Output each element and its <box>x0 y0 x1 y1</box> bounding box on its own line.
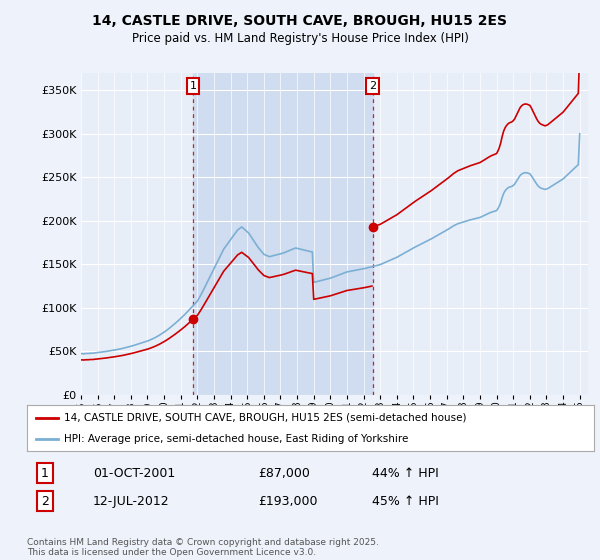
Text: 1: 1 <box>41 466 49 480</box>
Text: HPI: Average price, semi-detached house, East Riding of Yorkshire: HPI: Average price, semi-detached house,… <box>64 435 408 444</box>
Text: £87,000: £87,000 <box>258 466 310 480</box>
Text: 1: 1 <box>190 81 197 91</box>
Text: 45% ↑ HPI: 45% ↑ HPI <box>372 494 439 508</box>
Text: 01-OCT-2001: 01-OCT-2001 <box>93 466 175 480</box>
Text: Price paid vs. HM Land Registry's House Price Index (HPI): Price paid vs. HM Land Registry's House … <box>131 32 469 45</box>
Text: Contains HM Land Registry data © Crown copyright and database right 2025.
This d: Contains HM Land Registry data © Crown c… <box>27 538 379 557</box>
Text: 2: 2 <box>369 81 376 91</box>
Text: 44% ↑ HPI: 44% ↑ HPI <box>372 466 439 480</box>
Text: 12-JUL-2012: 12-JUL-2012 <box>93 494 170 508</box>
Text: 14, CASTLE DRIVE, SOUTH CAVE, BROUGH, HU15 2ES (semi-detached house): 14, CASTLE DRIVE, SOUTH CAVE, BROUGH, HU… <box>64 413 466 423</box>
Text: 14, CASTLE DRIVE, SOUTH CAVE, BROUGH, HU15 2ES: 14, CASTLE DRIVE, SOUTH CAVE, BROUGH, HU… <box>92 14 508 28</box>
Bar <box>193 73 373 395</box>
Text: £193,000: £193,000 <box>258 494 317 508</box>
Text: 2: 2 <box>41 494 49 508</box>
